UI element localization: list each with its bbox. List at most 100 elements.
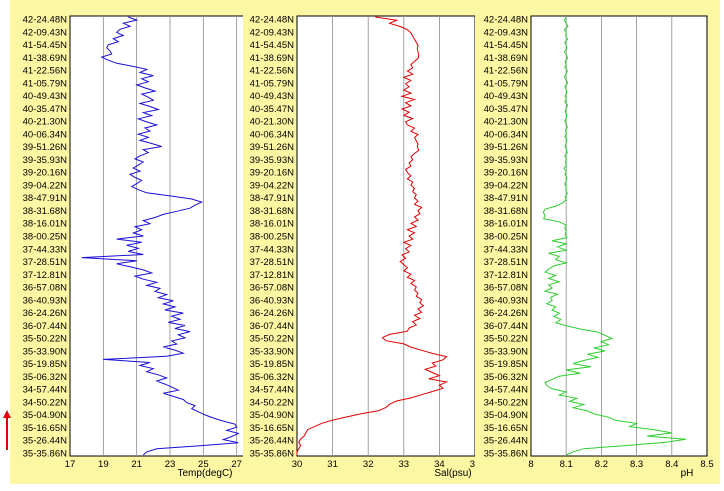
x-tick-label: 30 (292, 459, 303, 470)
y-tick-label: 36-57.08N (250, 283, 295, 294)
y-tick-label: 41-22.56N (23, 66, 68, 77)
y-tick-label: 39-04.22N (250, 180, 295, 191)
x-tick-label: 34 (434, 459, 445, 470)
y-tick-label: 37-12.81N (250, 270, 295, 281)
y-tick-label: 37-28.51N (484, 257, 529, 268)
y-tick-label: 41-54.45N (250, 40, 295, 51)
y-tick-label: 40-06.34N (23, 129, 68, 140)
y-tick-label: 37-12.81N (23, 270, 68, 281)
y-tick-label: 35-35.86N (23, 449, 68, 460)
x-tick-label: 8.4 (665, 459, 678, 470)
y-tick-label: 41-22.56N (250, 66, 295, 77)
x-tick-label: 21 (131, 459, 142, 470)
y-tick-label: 34-50.22N (23, 397, 68, 408)
y-tick-label: 34-57.44N (250, 385, 295, 396)
y-tick-label: 35-06.32N (23, 372, 68, 383)
y-tick-label: 40-49.43N (250, 91, 295, 102)
y-tick-label: 37-28.51N (250, 257, 295, 268)
y-tick-label: 35-04.90N (23, 410, 68, 421)
series-line (542, 16, 686, 456)
y-tick-label: 40-35.47N (484, 104, 529, 115)
y-tick-label: 36-57.08N (484, 283, 529, 294)
y-tick-label: 36-07.44N (484, 321, 529, 332)
y-tick-label: 36-40.93N (484, 295, 529, 306)
y-tick-label: 34-57.44N (23, 385, 68, 396)
y-tick-label: 38-31.68N (484, 206, 529, 217)
y-tick-label: 34-50.22N (250, 397, 295, 408)
y-tick-label: 42-09.43N (23, 27, 68, 38)
y-tick-label: 41-05.79N (484, 78, 529, 89)
y-tick-label: 35-16.65N (484, 423, 529, 434)
y-tick-label: 38-16.01N (484, 219, 529, 230)
y-tick-label: 36-40.93N (250, 295, 295, 306)
y-tick-label: 37-44.33N (250, 244, 295, 255)
y-tick-label: 35-33.90N (23, 346, 68, 357)
x-tick-label: 19 (98, 459, 109, 470)
y-tick-label: 41-05.79N (23, 78, 68, 89)
x-tick-label: 8.3 (630, 459, 643, 470)
y-tick-label: 37-12.81N (484, 270, 529, 281)
y-tick-label: 42-24.48N (250, 15, 295, 26)
y-tick-label: 40-06.34N (250, 129, 295, 140)
plot-area (530, 15, 708, 457)
y-tick-label: 38-47.91N (23, 193, 68, 204)
y-tick-label: 35-35.86N (250, 449, 295, 460)
y-tick-label: 35-35.86N (484, 449, 529, 460)
y-tick-label: 35-06.32N (250, 372, 295, 383)
y-tick-label: 35-50.22N (23, 334, 68, 345)
y-tick-label: 42-09.43N (484, 27, 529, 38)
y-tick-label: 35-26.44N (23, 436, 68, 447)
y-tick-label: 42-24.48N (484, 15, 529, 26)
y-tick-label: 35-50.22N (484, 334, 529, 345)
y-tick-label: 41-22.56N (484, 66, 529, 77)
y-tick-label: 35-33.90N (484, 346, 529, 357)
y-tick-label: 39-20.16N (23, 168, 68, 179)
y-tick-label: 41-54.45N (23, 40, 68, 51)
y-tick-label: 35-33.90N (250, 346, 295, 357)
y-tick-label: 38-00.25N (484, 232, 529, 243)
y-tick-label: 41-38.69N (484, 53, 529, 64)
y-tick-label: 41-05.79N (250, 78, 295, 89)
series-line (81, 16, 240, 456)
y-tick-label: 39-04.22N (23, 180, 68, 191)
y-tick-label: 38-00.25N (250, 232, 295, 243)
chart-panel-2: 30313233343542-24.48N42-09.43N41-54.45N4… (243, 0, 484, 484)
y-tick-label: 40-21.30N (23, 117, 68, 128)
y-tick-label: 41-38.69N (250, 53, 295, 64)
plot-area (69, 15, 246, 457)
plot-area (296, 15, 476, 457)
x-tick-label: 27 (231, 459, 242, 470)
y-tick-label: 39-35.93N (250, 155, 295, 166)
x-tick-label: 8 (528, 459, 533, 470)
x-tick-label: 32 (363, 459, 374, 470)
y-tick-label: 40-35.47N (250, 104, 295, 115)
y-tick-label: 37-44.33N (484, 244, 529, 255)
y-tick-label: 36-24.26N (250, 308, 295, 319)
y-tick-label: 35-06.32N (484, 372, 529, 383)
y-tick-label: 40-35.47N (23, 104, 68, 115)
y-tick-label: 39-20.16N (484, 168, 529, 179)
y-tick-label: 40-49.43N (23, 91, 68, 102)
x-axis-title: pH (681, 468, 694, 479)
y-tick-label: 35-16.65N (23, 423, 68, 434)
x-tick-label: 8.2 (595, 459, 608, 470)
y-tick-label: 35-26.44N (484, 436, 529, 447)
y-tick-label: 37-44.33N (23, 244, 68, 255)
x-axis-title: Sal(psu) (434, 468, 471, 479)
y-tick-label: 39-35.93N (484, 155, 529, 166)
y-tick-label: 36-07.44N (23, 321, 68, 332)
y-tick-label: 39-51.26N (23, 142, 68, 153)
y-tick-label: 41-54.45N (484, 40, 529, 51)
y-tick-label: 35-26.44N (250, 436, 295, 447)
y-tick-label: 34-50.22N (484, 397, 529, 408)
x-tick-label: 31 (327, 459, 338, 470)
y-tick-label: 39-35.93N (23, 155, 68, 166)
series-line (296, 16, 449, 455)
y-tick-label: 36-40.93N (23, 295, 68, 306)
y-tick-label: 35-19.85N (484, 359, 529, 370)
y-tick-label: 38-47.91N (250, 193, 295, 204)
y-tick-label: 35-50.22N (250, 334, 295, 345)
